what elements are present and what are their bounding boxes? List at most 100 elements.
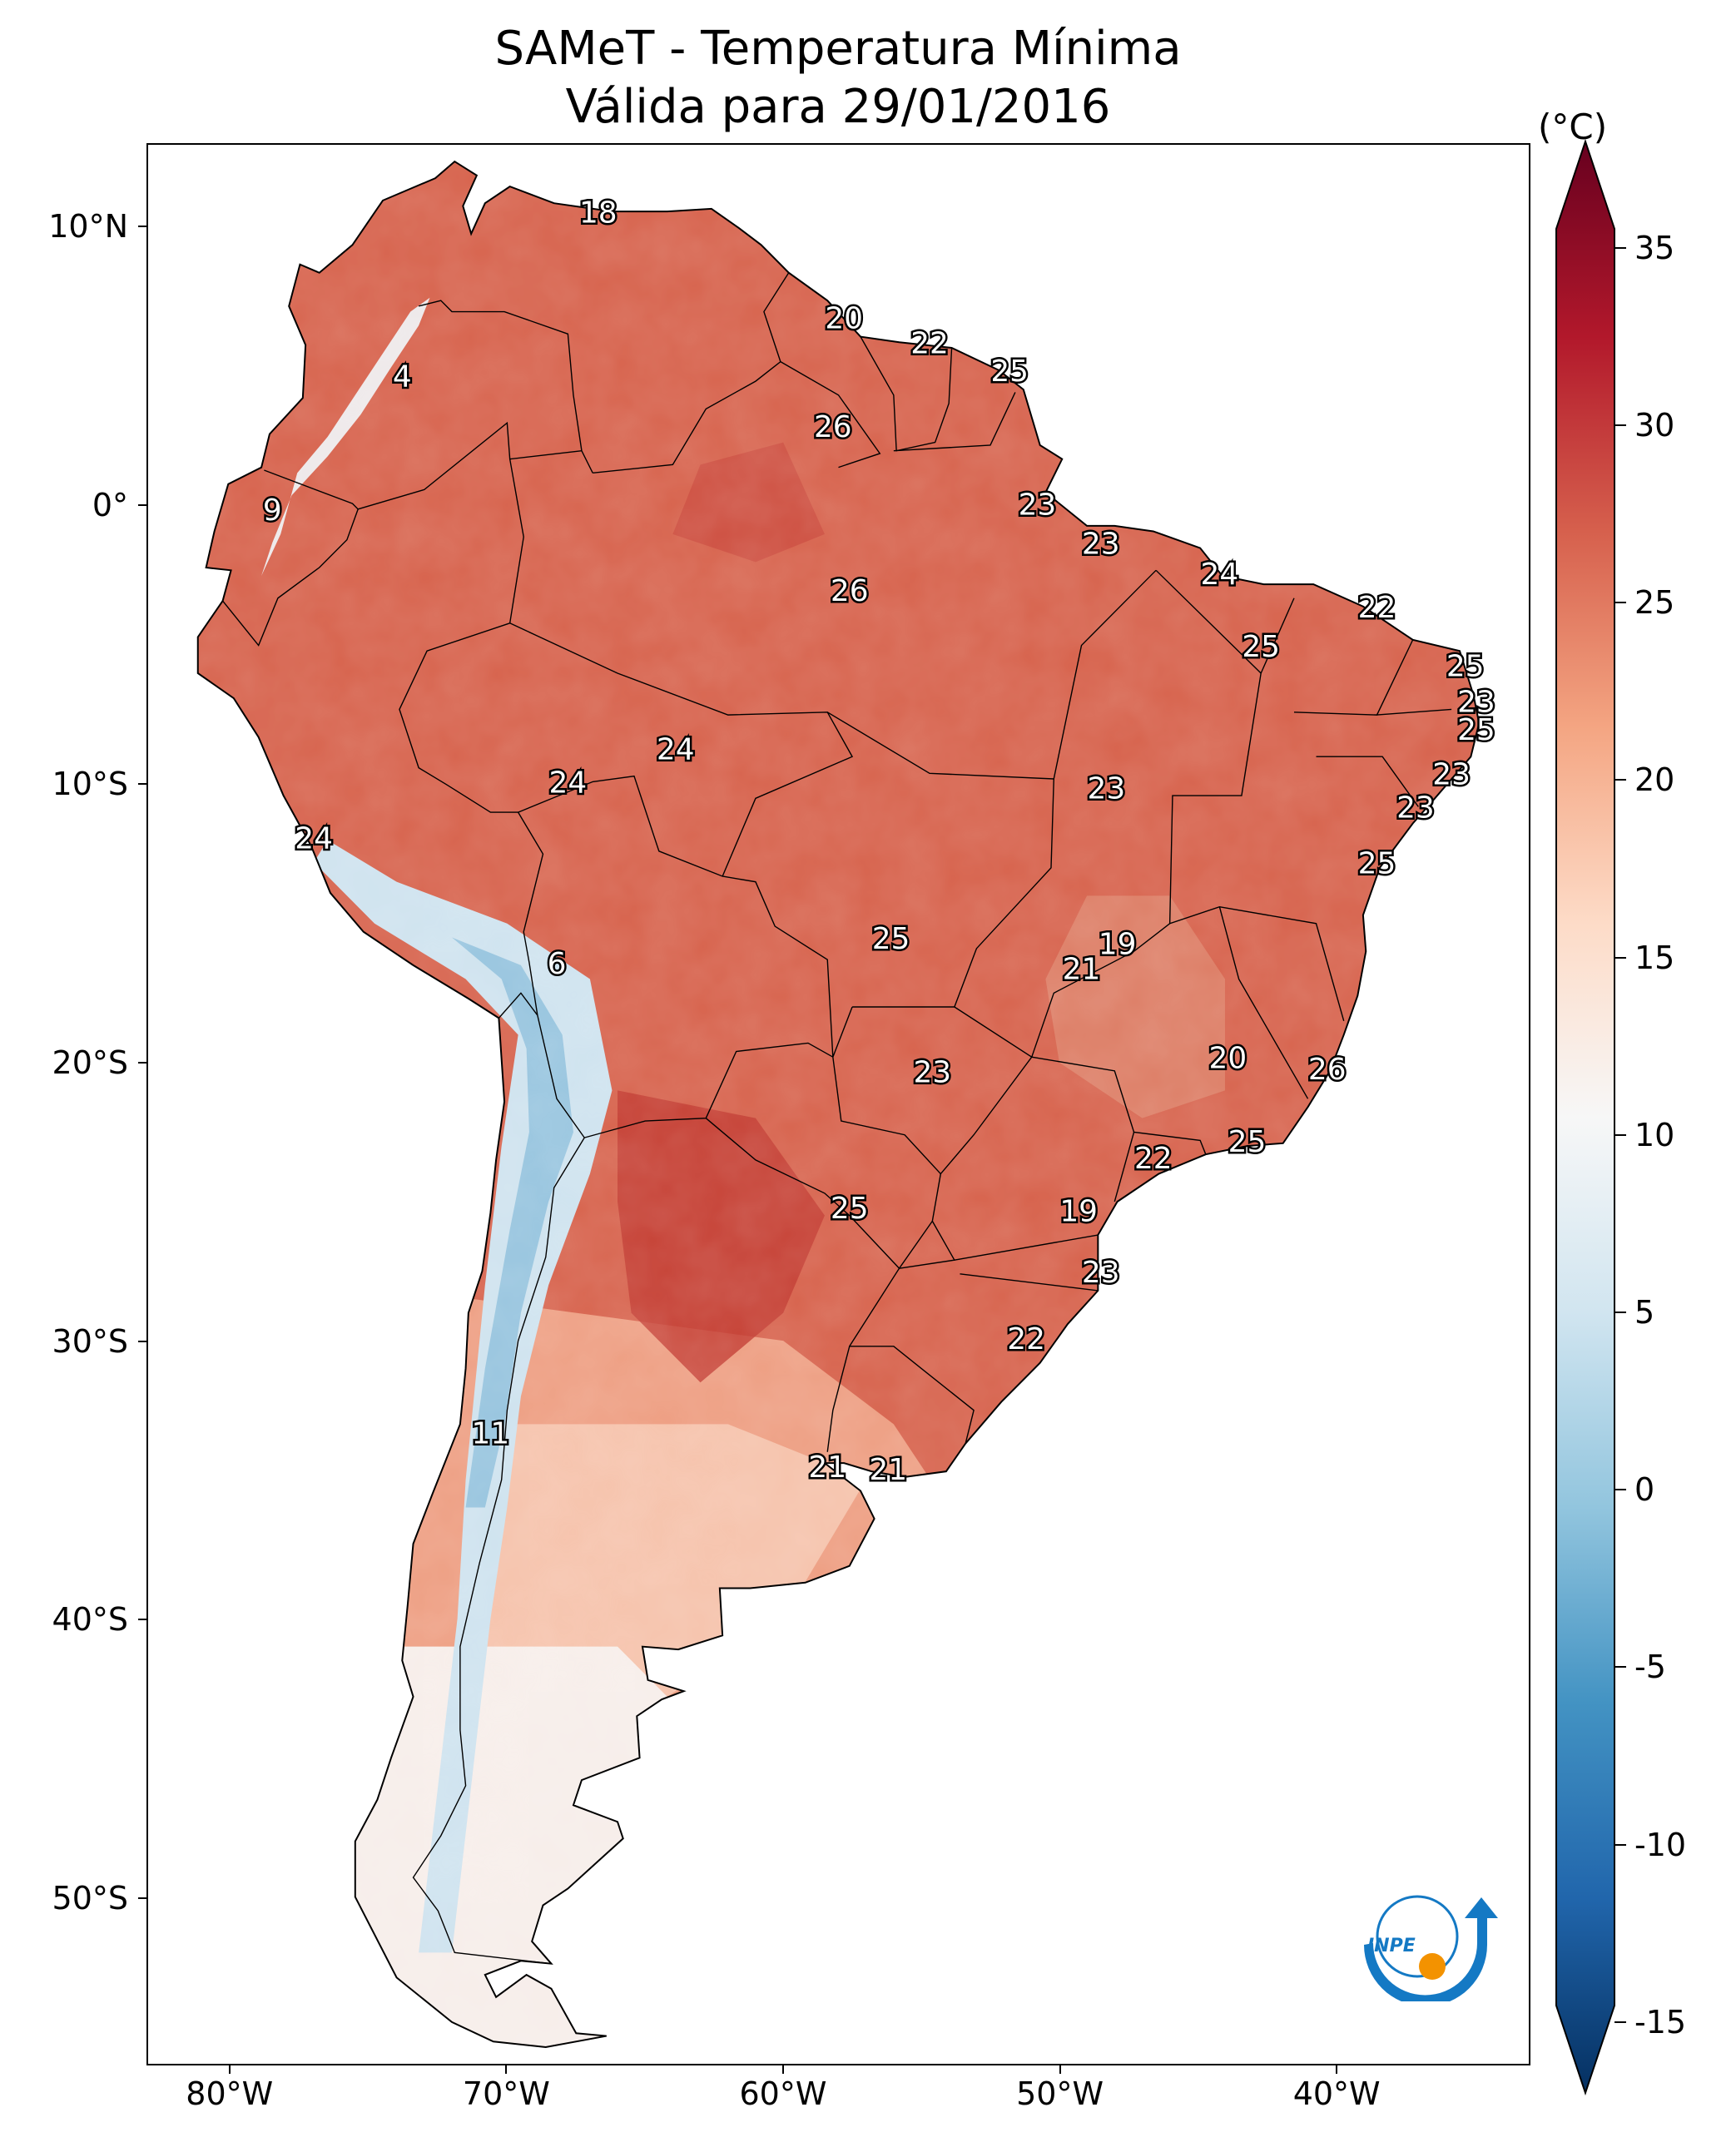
station-label: 6 [548,947,567,981]
station-label: 18 [579,196,618,231]
station-label: 25 [1228,1125,1267,1159]
border-line [537,1014,834,1138]
map-title: SAMeT - Temperatura Mínima [494,22,1182,76]
coastline [196,160,1481,2048]
colorbar-tick [1614,2021,1626,2023]
latitude-label: 10°S [52,766,128,802]
inpe-logo: INPE [1364,1895,1498,2001]
border-line [852,778,1054,1008]
map-panel: 18 20 22 25 4 26 9 23 23 24 26 22 25 25 23 25 24 24 23 23 23… [146,143,1530,2065]
longitude-tick [228,2065,231,2074]
colorbar-tick [1614,1843,1626,1846]
station-label: 26 [831,574,869,608]
longitude-tick [505,2065,508,2074]
colorbar-tick-label: 30 [1634,407,1675,444]
longitude-label: 60°W [739,2075,827,2112]
border-line [593,272,790,474]
colorbar-tick-label: 10 [1634,1116,1675,1153]
longitude-label: 40°W [1292,2075,1381,2112]
border-line [1031,923,1171,1058]
station-label: 23 [1082,527,1120,561]
colorbar-tick-label: 35 [1634,229,1675,266]
colorbar-tick [1614,779,1626,781]
colorbar [1555,138,1615,2096]
colorbar-tick-label: -5 [1634,1649,1666,1686]
station-label: 23 [1019,488,1057,522]
border-line [222,508,359,647]
logo-orbit-icon [1376,1895,1459,1978]
station-label: 22 [1007,1322,1045,1356]
station-label: 25 [872,922,910,956]
station-label: 25 [1457,713,1495,747]
latitude-label: 40°S [52,1601,128,1639]
station-label: 23 [1396,791,1435,826]
colorbar-tick [1614,1489,1626,1491]
station-label: 24 [295,822,333,856]
border-line [412,1137,585,1965]
colorbar-tick [1614,246,1626,249]
station-label: 20 [1209,1041,1247,1075]
border-line [1155,569,1345,1021]
longitude-tick [1336,2065,1338,2074]
station-label: 25 [831,1192,869,1226]
border-line [705,1057,942,1270]
border-line [1114,1132,1135,1202]
latitude-label: 0° [92,487,128,524]
border-line [893,392,1016,452]
longitude-label: 70°W [462,2075,550,2112]
latitude-label: 10°N [48,208,128,245]
longitude-label: 50°W [1016,2075,1104,2112]
station-label: 21 [1063,953,1101,987]
station-label: 20 [825,302,863,336]
colorbar-tick [1614,956,1626,959]
station-label: 22 [1358,591,1396,625]
border-line [960,1273,1099,1292]
latitude-label: 50°S [52,1880,128,1917]
station-label: 26 [1308,1053,1347,1087]
station-label: 23 [913,1055,951,1089]
station-label: 23 [1432,758,1471,792]
map-subtitle: Válida para 29/01/2016 [565,80,1111,134]
latitude-label: 30°S [52,1322,128,1360]
latitude-tick [138,1061,146,1064]
station-label: 26 [814,410,852,444]
colorbar-tick-label: 20 [1634,761,1675,799]
station-label: 22 [910,327,949,361]
colorbar-tick-label: -15 [1634,2003,1687,2040]
colorbar-tick [1614,1312,1626,1313]
colorbar-gradient [1555,138,1615,2096]
station-label: 11 [472,1417,510,1451]
logo-arc-icon [1364,1897,1498,2001]
station-label: 25 [1446,649,1485,683]
colorbar-unit: (°C) [1538,107,1608,147]
station-label: 25 [1242,630,1280,664]
station-label: 24 [1201,558,1239,592]
latitude-tick [138,1619,146,1621]
colorbar-tick-label: 0 [1634,1471,1655,1509]
colorbar-tick [1614,602,1626,604]
latitude-tick [138,1897,146,1900]
border-line [1260,598,1295,674]
border-line [780,361,881,469]
station-label: 9 [263,493,282,528]
border-line [399,459,544,1019]
station-label: 4 [393,360,412,394]
border-line [1376,708,1452,716]
border-line [1316,756,1419,807]
border-line [940,1056,1033,1175]
station-label: 21 [808,1450,846,1485]
latitude-tick [138,1340,146,1342]
latitude-tick [138,504,146,507]
station-label: 23 [1457,686,1495,720]
station-label: 23 [1082,1256,1120,1290]
border-line [826,1346,975,1452]
station-label: 19 [1059,1194,1098,1228]
colorbar-tick [1614,1133,1626,1136]
station-label: 24 [549,766,588,801]
latitude-tick [138,783,146,785]
border-line [418,300,593,474]
longitude-tick [781,2065,784,2074]
logo-sun-icon [1419,1953,1446,1980]
border-line [849,1267,900,1347]
